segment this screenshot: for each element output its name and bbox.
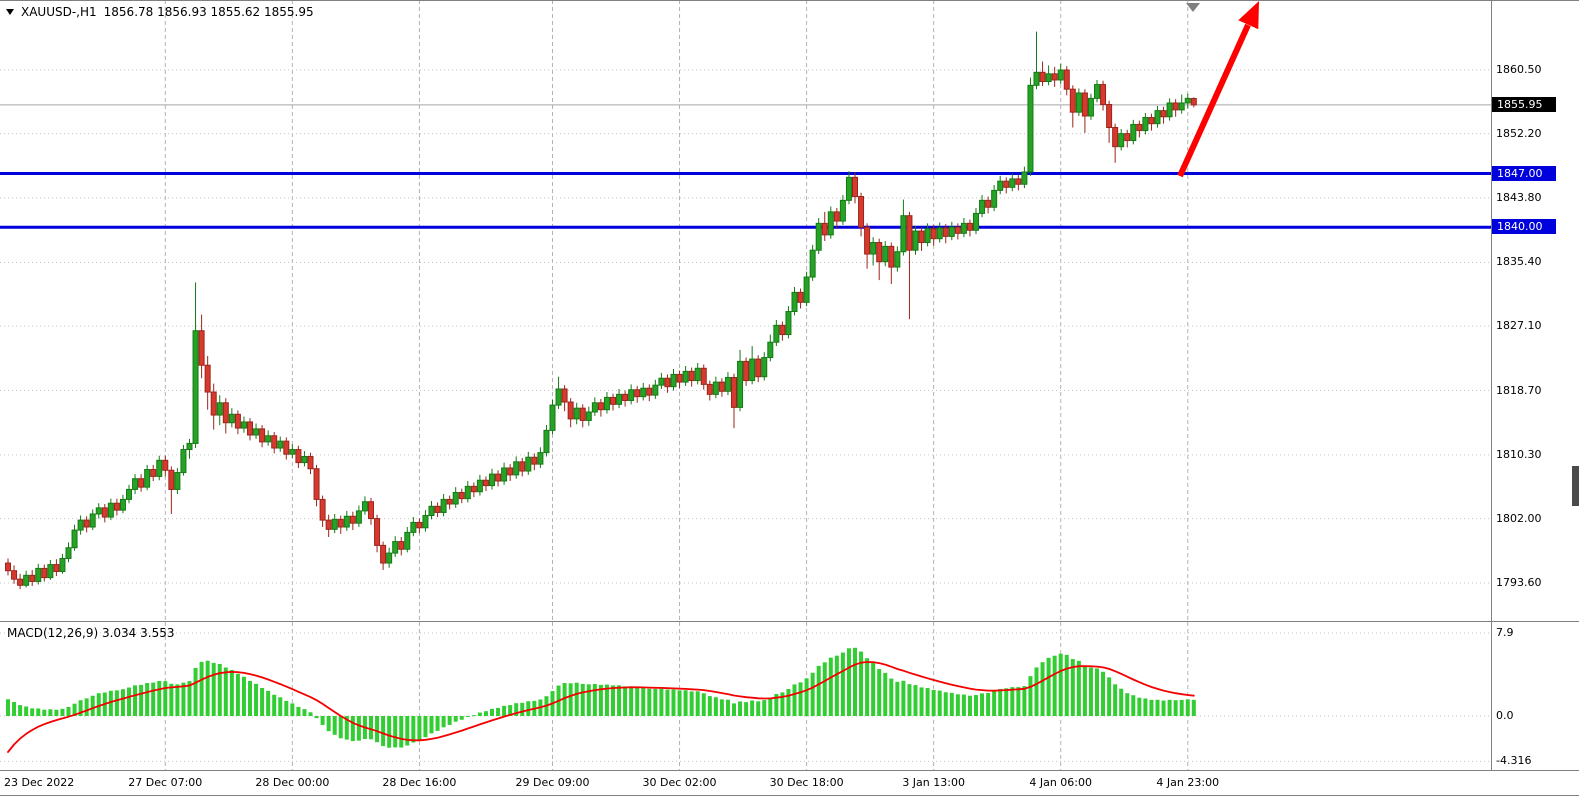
axis-separator <box>1491 0 1492 770</box>
price-axis-tick: 1827.10 <box>1496 319 1542 333</box>
window-top-border <box>0 0 1579 1</box>
time-axis-tick: 23 Dec 2022 <box>4 776 75 789</box>
current-price-badge: 1855.95 <box>1492 96 1556 112</box>
macd-axis-tick: 0.0 <box>1496 709 1514 722</box>
macd-axis-tick: 7.9 <box>1496 626 1514 640</box>
macd-axis-tick: -4.316 <box>1496 754 1532 768</box>
window-bottom-border <box>0 795 1579 796</box>
price-axis-tick: 1818.70 <box>1496 383 1542 397</box>
panel-separator[interactable] <box>0 621 1579 622</box>
chart-header: XAUUSD-,H1 1856.78 1856.93 1855.62 1855.… <box>6 5 314 19</box>
price-axis-tick: 1860.50 <box>1496 63 1542 76</box>
price-axis-tick: 1793.60 <box>1496 575 1542 589</box>
time-axis-tick: 4 Jan 06:00 <box>1029 776 1093 789</box>
symbol-collapse-icon[interactable] <box>6 9 14 15</box>
time-axis-tick: 3 Jan 13:00 <box>902 776 965 789</box>
scrollbar-thumb[interactable] <box>1572 466 1579 506</box>
time-axis-tick: 30 Dec 18:00 <box>769 776 844 789</box>
time-axis-tick: 28 Dec 16:00 <box>382 776 457 789</box>
macd-indicator-canvas[interactable] <box>0 622 1491 770</box>
price-chart-canvas[interactable] <box>0 0 1491 621</box>
ohlc-values: 1856.78 1856.93 1855.62 1855.95 <box>103 5 314 19</box>
time-axis-separator <box>0 770 1579 771</box>
price-axis-tick: 1843.80 <box>1496 191 1542 205</box>
time-axis-tick: 28 Dec 00:00 <box>255 776 330 789</box>
price-axis-tick: 1835.40 <box>1496 255 1542 269</box>
hline-price-badge: 1840.00 <box>1492 219 1556 235</box>
price-axis-tick: 1802.00 <box>1496 511 1542 525</box>
price-axis-tick: 1852.20 <box>1496 126 1542 140</box>
hline-price-badge: 1847.00 <box>1492 165 1556 181</box>
symbol-period-label: XAUUSD-,H1 <box>21 5 97 19</box>
time-axis-tick: 4 Jan 23:00 <box>1156 776 1220 789</box>
macd-indicator-label: MACD(12,26,9) 3.034 3.553 <box>7 626 175 640</box>
time-axis-tick: 30 Dec 02:00 <box>642 776 717 789</box>
price-axis-tick: 1810.30 <box>1496 447 1542 461</box>
time-axis-tick: 29 Dec 09:00 <box>515 776 590 789</box>
time-axis-tick: 27 Dec 07:00 <box>128 776 203 789</box>
